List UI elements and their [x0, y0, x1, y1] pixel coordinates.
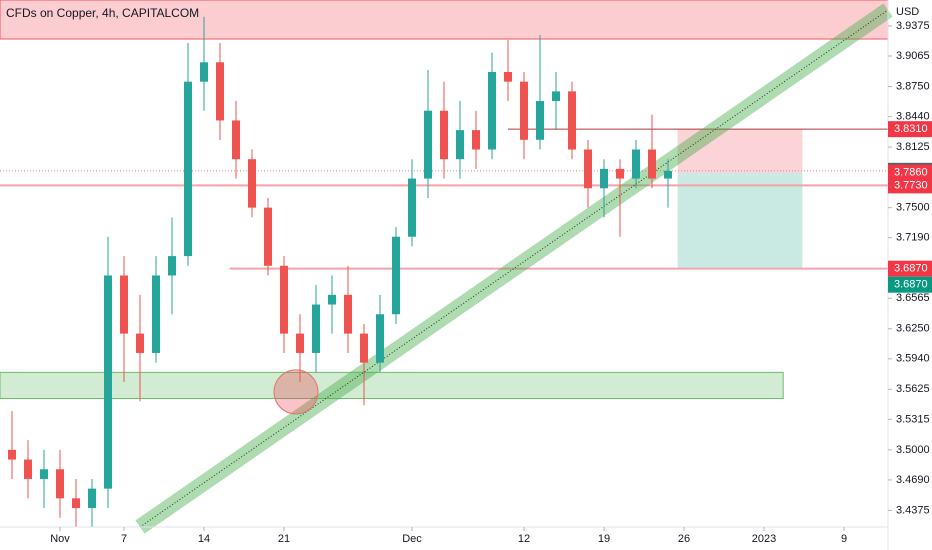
x-tick-label: 14	[198, 533, 210, 545]
candle-body	[536, 101, 544, 140]
plot-area	[0, 0, 893, 534]
candle-body	[360, 333, 368, 363]
candle-body	[392, 236, 400, 315]
candle-body	[424, 110, 432, 179]
trend-channel	[135, 3, 893, 534]
candle-body	[472, 130, 480, 150]
candle-body	[184, 81, 192, 257]
candle-body	[568, 91, 576, 150]
candle-body	[552, 91, 560, 102]
y-tick-label: 3.7190	[896, 232, 930, 244]
candle-body	[616, 168, 624, 179]
price-tag	[888, 164, 932, 181]
candle-body	[408, 178, 416, 237]
candle-body	[440, 110, 448, 160]
y-tick-label: 3.7500	[896, 202, 930, 214]
y-tick-label: 3.8750	[896, 80, 930, 92]
x-tick-label: 21	[278, 533, 290, 545]
y-tick-label: 3.6565	[896, 292, 930, 304]
price-tag-label: 3.6870	[894, 263, 928, 275]
x-tick-label: 7	[121, 533, 127, 545]
zone	[0, 0, 889, 40]
price-tag-label: 3.7730	[894, 179, 928, 191]
currency-label: USD	[896, 6, 919, 18]
candle-body	[120, 275, 128, 334]
candle-body	[344, 294, 352, 334]
candle-body	[520, 81, 528, 140]
y-tick-label: 3.8440	[896, 110, 930, 122]
candle-body	[72, 498, 80, 509]
candle-body	[88, 488, 96, 509]
y-tick-label: 3.8125	[896, 141, 930, 153]
candle-body	[216, 62, 224, 121]
candle-body	[376, 314, 384, 363]
x-tick-label: 2023	[752, 533, 776, 545]
price-tag	[888, 121, 932, 138]
y-tick-label: 3.9375	[896, 20, 930, 32]
candle-body	[248, 159, 256, 208]
highlight-circle	[273, 369, 319, 415]
candle-body	[504, 71, 512, 82]
price-tag	[888, 260, 932, 277]
x-tick-label: Nov	[50, 533, 70, 545]
candle-body	[8, 449, 16, 460]
y-tick-label: 3.6250	[896, 323, 930, 335]
chart-title: CFDs on Copper, 4h, CAPITALCOM	[6, 6, 199, 20]
price-tag-label: 3.8310	[894, 123, 928, 135]
candle-body	[56, 469, 64, 499]
y-tick-label: 3.5625	[896, 383, 930, 395]
candle-body	[600, 168, 608, 189]
y-tick-label: 3.9065	[896, 50, 930, 62]
zone	[0, 371, 784, 400]
candle-body	[24, 459, 32, 479]
x-tick-label: 26	[678, 533, 690, 545]
candle-body	[456, 130, 464, 160]
x-tick-label: 9	[841, 533, 847, 545]
y-tick-label: 3.4375	[896, 504, 930, 516]
candle-body	[584, 149, 592, 189]
price-tag	[888, 276, 932, 293]
candle-body	[328, 294, 336, 305]
candle-body	[664, 170, 672, 179]
y-tick-label: 3.5315	[896, 413, 930, 425]
candle-body	[312, 304, 320, 353]
candle-body	[200, 62, 208, 82]
candle-body	[152, 275, 160, 353]
candle-body	[40, 469, 48, 479]
x-tick-label: Dec	[402, 533, 422, 545]
candle-body	[296, 333, 304, 353]
target-zone	[677, 172, 803, 269]
stop-zone	[677, 129, 803, 173]
y-tick-label: 3.4690	[896, 474, 930, 486]
candle-body	[280, 265, 288, 334]
candle-body	[104, 275, 112, 489]
candle-body	[136, 333, 144, 353]
candle-body	[648, 149, 656, 179]
candle-body	[232, 120, 240, 160]
candle-body	[264, 207, 272, 266]
candle-body	[168, 256, 176, 276]
candle-body	[488, 71, 496, 150]
candle-body	[632, 149, 640, 179]
price-tag	[888, 177, 932, 194]
x-tick-label: 12	[518, 533, 530, 545]
x-tick-label: 19	[598, 533, 610, 545]
y-tick-label: 3.5940	[896, 353, 930, 365]
price-tag-label: 3.6870	[894, 279, 928, 291]
price-tag-label: 3.7860	[894, 167, 928, 179]
y-tick-label: 3.5000	[896, 444, 930, 456]
